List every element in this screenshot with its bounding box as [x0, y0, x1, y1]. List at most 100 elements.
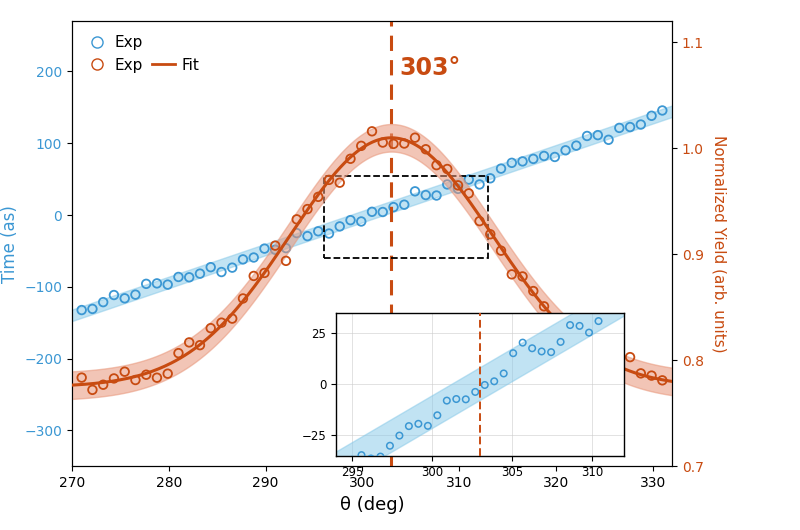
- Point: [402, 422, 415, 430]
- Point: [279, 244, 292, 252]
- Point: [140, 370, 153, 379]
- Point: [624, 123, 637, 131]
- Point: [450, 395, 462, 403]
- Point: [430, 161, 443, 170]
- Point: [441, 165, 454, 173]
- Point: [247, 272, 260, 280]
- Point: [559, 336, 572, 344]
- Point: [581, 132, 594, 140]
- Point: [459, 395, 472, 403]
- Point: [506, 349, 519, 357]
- Point: [409, 134, 422, 142]
- Point: [387, 139, 400, 148]
- Point: [355, 142, 368, 150]
- Point: [290, 229, 303, 237]
- Point: [602, 358, 615, 367]
- Point: [506, 270, 518, 279]
- Point: [516, 157, 529, 166]
- Point: [516, 338, 529, 347]
- Point: [322, 175, 335, 184]
- Point: [204, 263, 217, 271]
- Point: [162, 280, 174, 289]
- Point: [564, 321, 577, 329]
- Point: [613, 359, 626, 368]
- Point: [484, 174, 497, 182]
- Point: [570, 142, 582, 150]
- Point: [376, 138, 389, 147]
- Point: [527, 155, 540, 163]
- Point: [634, 369, 647, 377]
- Point: [279, 257, 292, 265]
- Point: [494, 164, 507, 173]
- Y-axis label: Time (as): Time (as): [1, 205, 18, 282]
- Point: [226, 263, 238, 272]
- Point: [118, 367, 131, 376]
- Point: [656, 106, 669, 114]
- Point: [387, 203, 400, 211]
- Point: [140, 280, 153, 288]
- Point: [355, 451, 368, 460]
- Point: [194, 341, 206, 349]
- Point: [322, 229, 335, 238]
- Point: [172, 349, 185, 357]
- Point: [527, 287, 540, 295]
- Point: [393, 431, 406, 440]
- Point: [312, 227, 325, 235]
- Point: [488, 377, 501, 385]
- Point: [75, 373, 88, 382]
- Point: [107, 374, 120, 383]
- Point: [301, 232, 314, 240]
- Y-axis label: Normalized Yield (arb. units): Normalized Yield (arb. units): [711, 135, 726, 352]
- Point: [409, 187, 422, 196]
- Point: [645, 111, 658, 120]
- Point: [473, 180, 486, 189]
- Point: [526, 344, 538, 352]
- Point: [535, 347, 548, 356]
- Point: [498, 369, 510, 378]
- Point: [346, 455, 358, 464]
- X-axis label: θ (deg): θ (deg): [340, 496, 404, 514]
- Point: [172, 273, 185, 281]
- Point: [150, 279, 163, 288]
- Point: [334, 222, 346, 231]
- Point: [334, 179, 346, 187]
- Point: [473, 217, 486, 225]
- Point: [581, 346, 594, 355]
- Point: [545, 348, 558, 356]
- Point: [634, 120, 647, 129]
- Point: [602, 136, 615, 144]
- Point: [366, 127, 378, 136]
- Point: [162, 369, 174, 378]
- Point: [494, 246, 507, 255]
- Point: [183, 338, 196, 347]
- Point: [419, 191, 432, 199]
- Point: [374, 452, 387, 461]
- Point: [484, 230, 497, 239]
- Point: [452, 184, 465, 193]
- Point: [538, 302, 550, 311]
- Point: [344, 155, 357, 163]
- Point: [398, 139, 410, 148]
- Point: [591, 357, 604, 366]
- Point: [365, 454, 378, 463]
- Point: [237, 255, 250, 263]
- Point: [656, 376, 669, 385]
- Point: [624, 353, 637, 361]
- Point: [582, 329, 595, 337]
- Point: [344, 216, 357, 224]
- Point: [506, 158, 518, 167]
- Point: [645, 372, 658, 380]
- Point: [269, 241, 282, 250]
- Point: [290, 215, 303, 224]
- Point: [383, 441, 396, 450]
- Point: [559, 146, 572, 155]
- Text: 303°: 303°: [399, 56, 461, 80]
- Point: [183, 273, 196, 281]
- Point: [150, 374, 163, 382]
- Point: [430, 191, 443, 200]
- Point: [107, 291, 120, 299]
- Point: [570, 338, 582, 347]
- Point: [237, 294, 250, 303]
- Point: [247, 253, 260, 262]
- Point: [441, 180, 454, 189]
